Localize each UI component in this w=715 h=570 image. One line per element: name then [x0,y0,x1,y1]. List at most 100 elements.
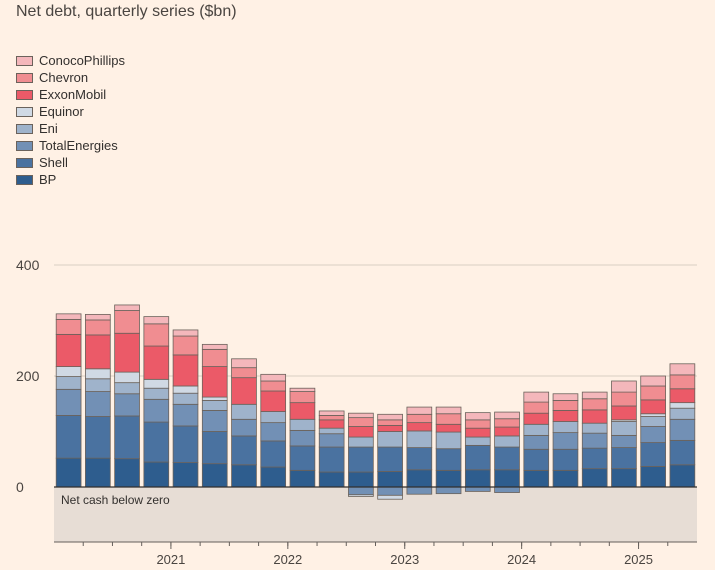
bar-segment [318,471,345,488]
bar-segment [143,345,170,380]
bar-segment [552,400,579,411]
bar-segment [640,466,666,488]
legend-label: Equinor [39,104,84,119]
bar-segment [289,429,316,447]
bar-segment [640,385,666,401]
legend: ConocoPhillips Chevron ExxonMobil Equinor En… [16,52,125,188]
bar-segment [611,447,637,470]
bar-segment [114,415,140,460]
bar-segment [55,318,82,335]
bar-segment [55,415,82,459]
bar-segment [231,403,257,420]
bar-segment [581,422,608,434]
legend-item: ConocoPhillips [16,52,125,69]
bar-segment [348,494,374,497]
bar-segment [289,445,316,471]
bar-segment [348,417,374,427]
bar-segment [231,358,257,369]
bar-segment [435,469,462,488]
net-cash-region [54,487,697,542]
legend-label: Chevron [39,70,89,85]
bar-segment [494,418,520,428]
bar-segment [289,418,316,431]
bar-segment [377,494,403,500]
bar-segment [640,399,666,415]
bar-segment [85,334,111,370]
bar-segment [640,416,666,427]
bar-segment [55,313,82,320]
bar-segment [289,402,316,420]
bar-segment [611,405,637,421]
bar-segment [669,363,696,376]
bar-segment [669,374,696,390]
bar-segment [581,391,608,400]
legend-label: Eni [39,121,58,136]
bar-segment [201,348,228,367]
bar-segment [377,486,403,496]
bar-segment [435,413,462,425]
legend-label: ConocoPhillips [39,53,125,68]
bar-segment [318,446,345,473]
bar-segment [669,402,696,409]
chart-title: Net debt, quarterly series ($bn) [16,3,237,20]
bar-segment [523,448,550,471]
bar-segment [201,431,228,465]
bar-segment [201,410,228,432]
bar-segment [85,391,111,417]
bar-segment [348,436,374,448]
bar-segment [581,398,608,411]
bar-segment [85,319,111,336]
bar-segment [494,446,520,471]
legend-swatch [16,174,33,185]
bar-segment [85,416,111,459]
bar-segment [523,401,550,414]
bar-segment [172,354,199,387]
bar-segment [289,469,316,488]
bar-segment [260,466,287,488]
bar-segment [85,313,111,321]
bar-segment [611,468,637,488]
legend-item: ExxonMobil [16,86,125,103]
bar-segment [348,426,374,438]
legend-swatch [16,140,33,151]
legend-label: ExxonMobil [39,87,107,102]
bar-segment [377,471,403,488]
bar-segment [260,380,287,392]
bar-segment [640,413,666,417]
bar-segment [523,469,550,488]
bar-segment [85,368,111,380]
bar-segment [201,463,228,488]
bar-segment [55,333,82,367]
bar-segment [523,434,550,450]
bar-segment [348,412,374,419]
bar-segment [669,464,696,488]
legend-swatch [16,89,33,100]
bar-segment [464,427,491,438]
legend-item: Shell [16,154,125,171]
bar-segment [611,434,637,448]
legend-item: Chevron [16,69,125,86]
bar-segment [201,366,228,398]
bar-segment [348,446,374,473]
bar-segment [494,435,520,448]
bar-segment [55,457,82,488]
y-tick-label: 200 [16,368,40,384]
bar-segment [172,385,199,394]
bar-segment [172,392,199,405]
bar-segment [406,430,433,448]
bar-segment [114,393,140,417]
bar-segment [581,432,608,449]
bar-segment [435,448,462,471]
legend-swatch [16,72,33,83]
x-year-label: 2025 [624,552,653,567]
x-year-label: 2023 [390,552,419,567]
bar-segment [435,486,462,495]
legend-swatch [16,123,33,134]
legend-swatch [16,157,33,168]
bar-segment [377,419,403,426]
bar-segment [260,390,287,412]
bar-segment [114,371,140,384]
bar-segment [523,412,550,425]
bar-segment [406,486,433,495]
